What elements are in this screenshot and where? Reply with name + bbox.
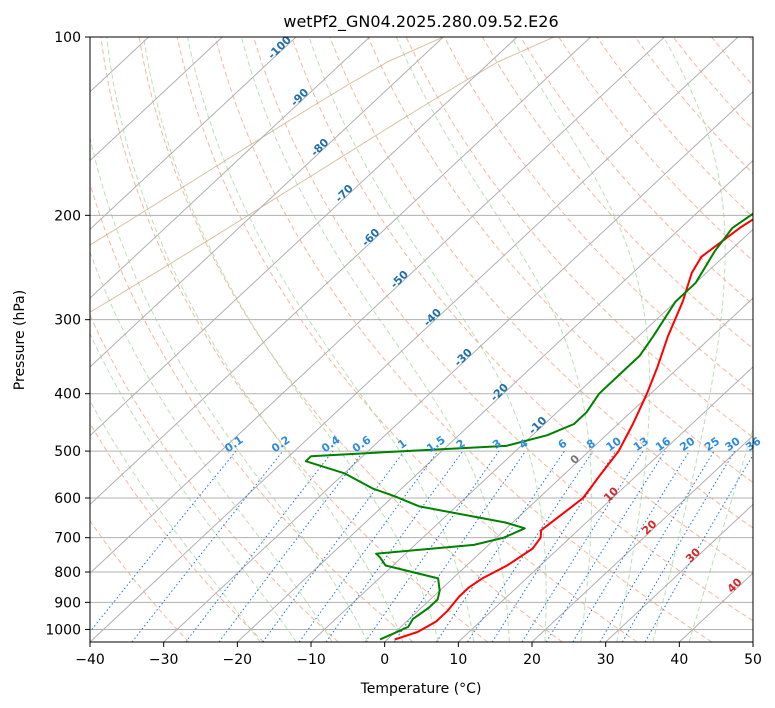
y-tick-label: 700 xyxy=(54,531,81,547)
y-tick-label: 600 xyxy=(54,491,81,507)
x-tick-label: −40 xyxy=(75,652,105,668)
moist-adiabat xyxy=(143,37,439,642)
y-tick-label: 800 xyxy=(54,565,81,581)
mixing-ratio-line xyxy=(262,450,405,642)
dry-adiabat xyxy=(481,37,753,350)
y-axis: 100 200 300 400 500 600 700 800 900 1000 xyxy=(45,30,90,638)
dry-adiabat xyxy=(90,422,264,642)
moist-adiabat xyxy=(240,37,510,642)
moist-adiabat xyxy=(106,37,404,642)
mixing-ratio-line xyxy=(298,450,439,642)
x-tick-label: 10 xyxy=(449,652,467,668)
mixing-ratio-line xyxy=(435,450,565,642)
dry-adiabat xyxy=(520,37,753,306)
isotherm xyxy=(90,37,297,231)
chart-title: wetPf2_GN04.2025.280.09.52.E26 xyxy=(283,12,558,32)
isotherm xyxy=(236,159,753,642)
isotherm xyxy=(90,37,444,368)
x-tick-label: −30 xyxy=(149,652,179,668)
moist-adiabat xyxy=(308,37,547,642)
mixing-ratio-line xyxy=(572,450,690,642)
moist-adiabat xyxy=(187,37,475,642)
y-tick-label: 200 xyxy=(54,208,81,224)
x-tick-label: 20 xyxy=(523,652,541,668)
isotherm xyxy=(457,366,753,642)
moist-adiabat xyxy=(652,37,726,642)
dry-adiabat xyxy=(90,313,339,642)
mixing-ratio-line xyxy=(393,450,527,642)
mixing-ratio-line xyxy=(521,450,644,642)
moist-adiabat xyxy=(688,427,753,642)
isotherm xyxy=(163,91,753,642)
isotherm xyxy=(90,37,592,506)
isotherm xyxy=(90,37,739,642)
y-tick-label: 900 xyxy=(54,595,81,611)
x-tick-label: 40 xyxy=(670,652,688,668)
mixing-ratio-line xyxy=(491,450,617,642)
moist-adiabat xyxy=(90,135,369,642)
moist-adiabat xyxy=(90,250,333,642)
x-tick-label: 0 xyxy=(380,652,389,668)
isotherm xyxy=(310,228,753,642)
dewpoint-profile xyxy=(304,212,753,641)
dry-adiabat xyxy=(253,37,753,622)
isotherm xyxy=(90,37,665,574)
moist-adiabat xyxy=(90,332,297,642)
plot-frame xyxy=(89,36,754,643)
isotherm xyxy=(531,434,753,642)
dry-adiabat xyxy=(176,37,638,642)
isotherm xyxy=(90,37,371,299)
x-tick-label: 50 xyxy=(744,652,762,668)
x-tick-label: 30 xyxy=(597,652,615,668)
isotherm xyxy=(90,37,223,162)
dry-adiabat xyxy=(291,37,753,575)
y-axis-label: Pressure (hPa) xyxy=(12,290,28,390)
isotherm xyxy=(90,37,518,437)
dry-adiabat xyxy=(138,37,563,642)
y-tick-label: 1000 xyxy=(45,622,81,638)
temperature-profile xyxy=(394,218,753,641)
mixing-ratio-line xyxy=(325,450,464,642)
mixing-ratio-line xyxy=(467,450,594,642)
y-tick-label: 100 xyxy=(54,30,81,46)
mixing-ratio-line xyxy=(364,450,500,642)
mixing-ratio-line xyxy=(90,450,237,633)
x-tick-label: −20 xyxy=(223,652,253,668)
y-tick-label: 400 xyxy=(54,387,81,403)
x-tick-label: −10 xyxy=(296,652,326,668)
isotherm xyxy=(605,503,753,642)
x-axis-label: Temperature (°C) xyxy=(360,681,482,697)
y-tick-label: 300 xyxy=(54,313,81,329)
y-tick-label: 500 xyxy=(54,444,81,460)
profile-lines xyxy=(304,212,753,641)
moist-adiabat xyxy=(90,399,261,642)
dry-adiabat xyxy=(405,37,753,438)
dry-adiabat xyxy=(90,520,190,642)
x-axis: −40 −30 −20 −10 0 10 20 30 40 50 xyxy=(75,642,762,668)
stability-curve xyxy=(90,37,555,313)
mixing-ratio-line xyxy=(218,450,365,642)
